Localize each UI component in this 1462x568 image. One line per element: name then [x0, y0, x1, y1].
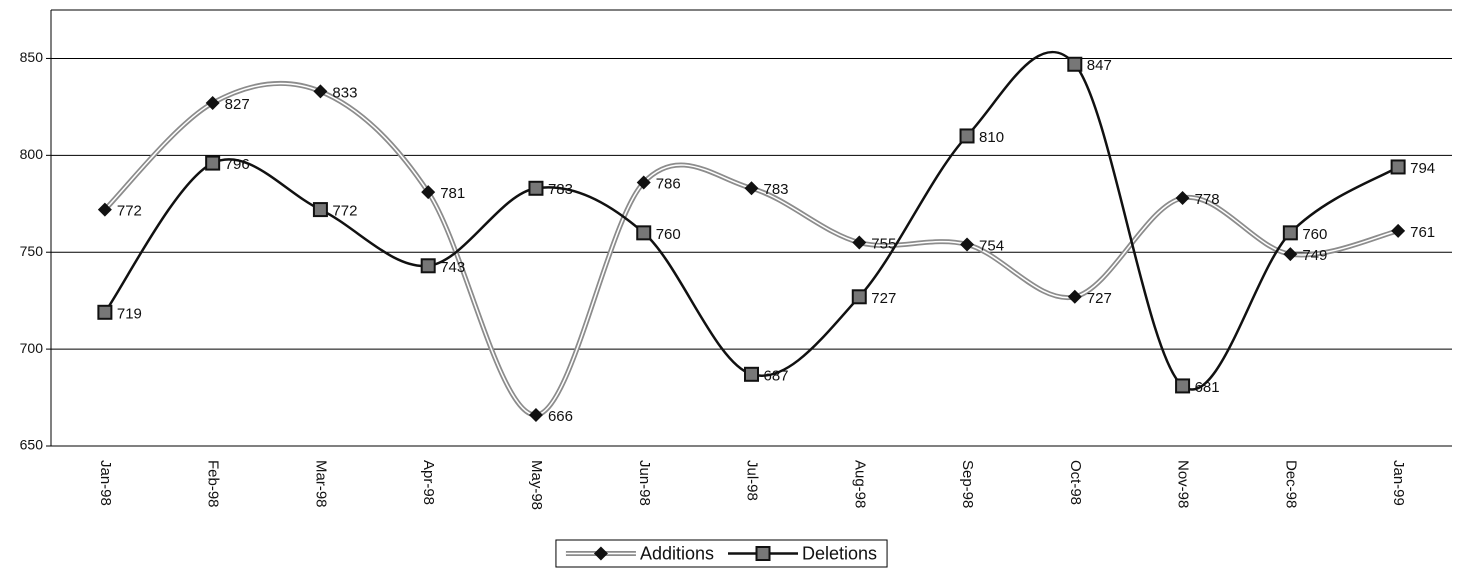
x-tick-label: Jan-98	[97, 460, 114, 506]
data-label: 847	[1087, 57, 1112, 74]
legend-label: Deletions	[802, 543, 877, 563]
marker	[1391, 223, 1406, 238]
data-label: 761	[1410, 224, 1435, 241]
marker	[744, 181, 759, 196]
series-line	[103, 80, 1399, 418]
data-label: 781	[440, 185, 465, 202]
data-label: 719	[117, 305, 142, 322]
x-tick-label: Sep-98	[959, 460, 976, 508]
marker	[528, 407, 543, 422]
x-tick-label: Jun-98	[636, 460, 653, 506]
data-label: 778	[1195, 191, 1220, 208]
y-tick-label: 650	[20, 437, 44, 453]
marker	[636, 225, 652, 241]
legend-box	[555, 539, 888, 568]
x-tick-label: May-98	[528, 460, 545, 510]
marker	[744, 366, 759, 382]
data-label: 687	[764, 367, 789, 384]
marker	[1175, 378, 1191, 394]
line-highlight	[104, 82, 1399, 416]
x-tick-label: Dec-98	[1282, 460, 1299, 508]
data-label: 743	[440, 259, 465, 276]
marker	[205, 96, 220, 111]
data-label: 783	[548, 181, 573, 198]
marker	[1067, 289, 1082, 304]
x-tick-label: Jan-99	[1390, 460, 1407, 506]
data-label: 796	[225, 156, 250, 173]
data-label: 755	[871, 236, 896, 253]
series-line	[103, 50, 1399, 391]
marker	[1390, 159, 1406, 175]
marker	[97, 202, 112, 217]
legend-label: Additions	[640, 543, 714, 563]
marker	[1067, 56, 1083, 72]
marker	[636, 175, 651, 190]
y-tick-label: 850	[20, 49, 44, 65]
x-tick-label: Jul-98	[744, 460, 761, 501]
marker	[97, 304, 113, 320]
y-tick-label: 700	[20, 340, 44, 356]
marker	[528, 180, 544, 196]
marker	[1283, 247, 1298, 262]
x-tick-label: Feb-98	[205, 460, 222, 508]
x-tick-label: Oct-98	[1067, 460, 1084, 505]
data-label: 772	[332, 203, 357, 220]
data-label: 794	[1410, 160, 1435, 177]
y-tick-label: 800	[20, 146, 44, 162]
data-label: 783	[764, 181, 789, 198]
data-label: 666	[548, 408, 573, 425]
marker	[205, 155, 221, 171]
data-label: 727	[871, 290, 896, 307]
x-tick-label: Apr-98	[420, 460, 437, 505]
data-label: 727	[1087, 290, 1112, 307]
data-label: 754	[979, 237, 1004, 254]
marker	[593, 546, 608, 561]
x-tick-label: Nov-98	[1175, 460, 1192, 508]
marker	[421, 185, 436, 200]
x-tick-label: Aug-98	[851, 460, 868, 508]
data-label: 827	[225, 96, 250, 113]
marker	[959, 128, 975, 144]
y-tick-label: 750	[20, 243, 44, 259]
data-label: 772	[117, 203, 142, 220]
data-label: 760	[656, 226, 681, 243]
marker	[852, 235, 867, 250]
data-label: 833	[332, 84, 357, 101]
data-label: 810	[979, 129, 1004, 146]
marker	[851, 289, 867, 305]
marker	[420, 258, 436, 274]
data-label: 749	[1302, 247, 1327, 264]
marker	[1282, 225, 1298, 241]
marker	[755, 546, 771, 561]
marker	[313, 84, 328, 99]
marker	[312, 202, 328, 218]
data-label: 786	[656, 175, 681, 192]
x-tick-label: Mar-98	[312, 460, 329, 508]
data-label: 681	[1195, 379, 1220, 396]
marker	[1175, 190, 1190, 205]
marker	[960, 237, 975, 252]
data-label: 760	[1302, 226, 1327, 243]
